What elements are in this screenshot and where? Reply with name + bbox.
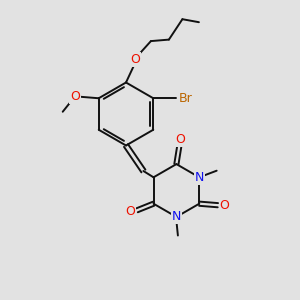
Text: Br: Br (178, 92, 192, 105)
Text: O: O (220, 199, 230, 212)
Text: O: O (130, 53, 140, 66)
Text: O: O (70, 90, 80, 103)
Text: N: N (195, 171, 204, 184)
Text: O: O (125, 205, 135, 218)
Text: O: O (175, 133, 185, 146)
Text: N: N (172, 210, 181, 224)
